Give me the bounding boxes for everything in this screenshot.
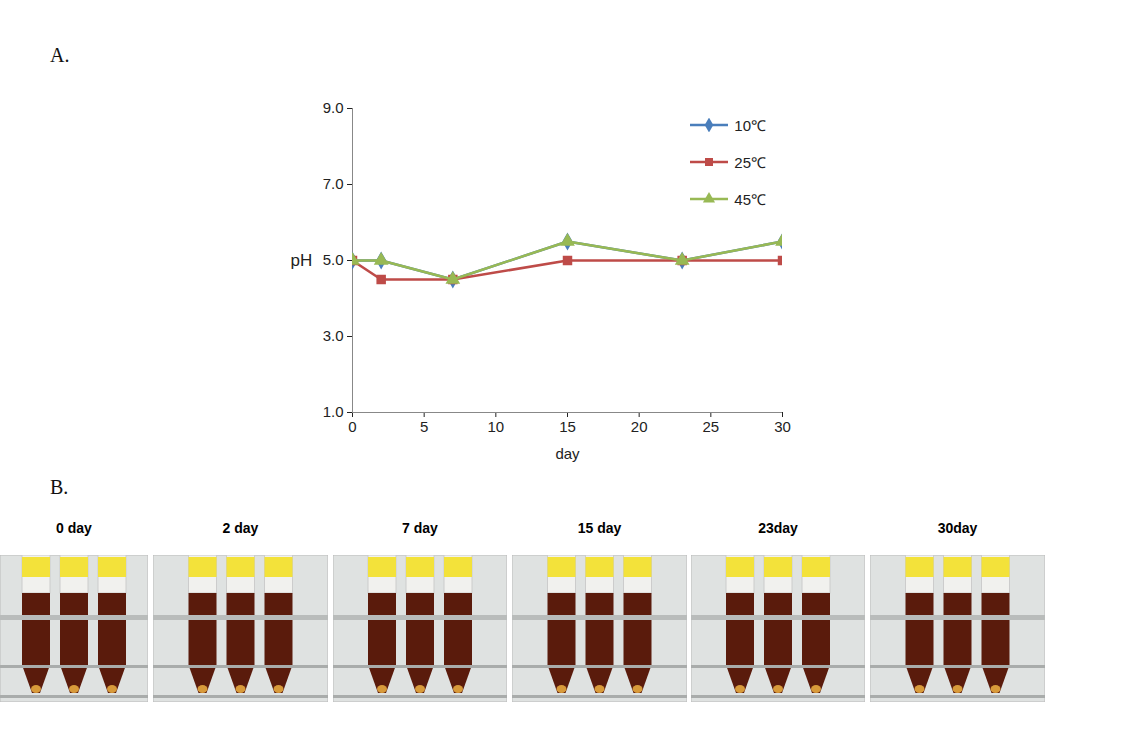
- svg-text:7.0: 7.0: [323, 175, 344, 192]
- html-text:25℃: 25℃: [734, 153, 766, 171]
- svg-text:9.0: 9.0: [323, 99, 344, 116]
- svg-text:30: 30: [774, 418, 791, 435]
- svg-text:15: 15: [559, 418, 576, 435]
- svg-text:5: 5: [420, 418, 428, 435]
- html-text:10℃: 10℃: [734, 116, 766, 134]
- svg-text:5.0: 5.0: [323, 251, 344, 268]
- svg-text:25: 25: [702, 418, 719, 435]
- svg-text:10: 10: [487, 418, 504, 435]
- svg-text:day: day: [555, 445, 580, 462]
- html-text:15 day: 15 day: [577, 520, 622, 536]
- html-text:2 day: 2 day: [222, 520, 259, 536]
- svg-text:pH: pH: [291, 251, 313, 270]
- html-text:B.: B.: [50, 476, 69, 498]
- html-text:30day: 30day: [937, 520, 978, 536]
- svg-text:3.0: 3.0: [323, 327, 344, 344]
- html-text:45℃: 45℃: [734, 190, 766, 208]
- svg-text:1.0: 1.0: [323, 403, 344, 420]
- svg-text:20: 20: [631, 418, 648, 435]
- html-text:0 day: 0 day: [56, 520, 92, 536]
- svg-text:0: 0: [348, 418, 356, 435]
- html-text:23day: 23day: [758, 520, 798, 536]
- html-text:7 day: 7 day: [402, 520, 438, 536]
- html-text:A.: A.: [50, 44, 70, 66]
